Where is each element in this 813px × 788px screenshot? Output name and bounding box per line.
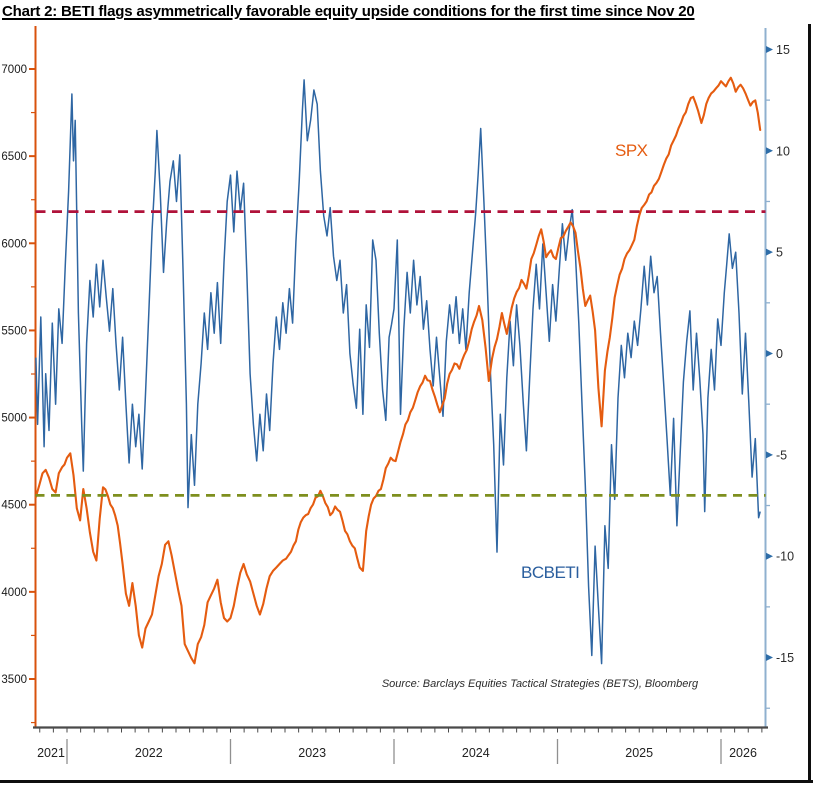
x-axis-year-label: 2022 <box>135 746 163 760</box>
right-axis-arrow-tick <box>766 654 773 662</box>
right-axis-arrow-tick <box>766 45 773 53</box>
source-note: Source: Barclays Equities Tactical Strat… <box>381 678 699 690</box>
x-axis-year-label: 2025 <box>625 746 653 760</box>
right-axis-arrow-tick <box>766 451 773 459</box>
right-axis-tick-label: 0 <box>776 347 783 361</box>
right-axis-tick-label: -10 <box>776 550 794 564</box>
right-axis-tick-label: -5 <box>776 448 787 462</box>
right-axis-arrow-tick <box>766 147 773 155</box>
bcbeti-series-label: BCBETI <box>521 563 580 582</box>
left-axis-tick-label: 7000 <box>1 64 27 76</box>
chart-title: Chart 2: BETI flags asymmetrically favor… <box>2 3 695 20</box>
left-axis-tick-label: 3500 <box>1 674 27 686</box>
x-axis-year-label: 2021 <box>37 746 65 760</box>
right-axis-tick-label: 10 <box>776 144 790 158</box>
right-axis-arrow-tick <box>766 350 773 357</box>
x-axis-year-label: 2024 <box>462 746 490 760</box>
left-axis-tick-label: 6500 <box>1 151 27 163</box>
x-axis-year-label: 2026 <box>729 746 757 760</box>
x-axis-year-label: 2023 <box>298 746 326 760</box>
spx-series-label: SPX <box>615 141 648 160</box>
left-axis-tick-label: 5500 <box>1 325 27 337</box>
page-border-bottom <box>0 780 813 783</box>
chart-title-text: Chart 2: BETI flags asymmetrically favor… <box>2 3 695 20</box>
right-axis-tick-label: -15 <box>776 651 794 665</box>
left-axis-tick-label: 4000 <box>1 587 27 599</box>
bcbeti-line <box>35 79 761 665</box>
spx-line <box>34 76 762 665</box>
page-border-right <box>808 24 811 783</box>
right-axis-tick-label: 15 <box>776 43 790 57</box>
left-axis-tick-label: 5000 <box>1 413 27 425</box>
right-axis-arrow-tick <box>766 552 773 560</box>
right-axis-tick-label: 5 <box>776 246 783 260</box>
right-axis-arrow-tick <box>766 248 773 256</box>
left-axis-tick-label: 6000 <box>1 238 27 250</box>
left-axis-tick-label: 4500 <box>1 500 27 512</box>
